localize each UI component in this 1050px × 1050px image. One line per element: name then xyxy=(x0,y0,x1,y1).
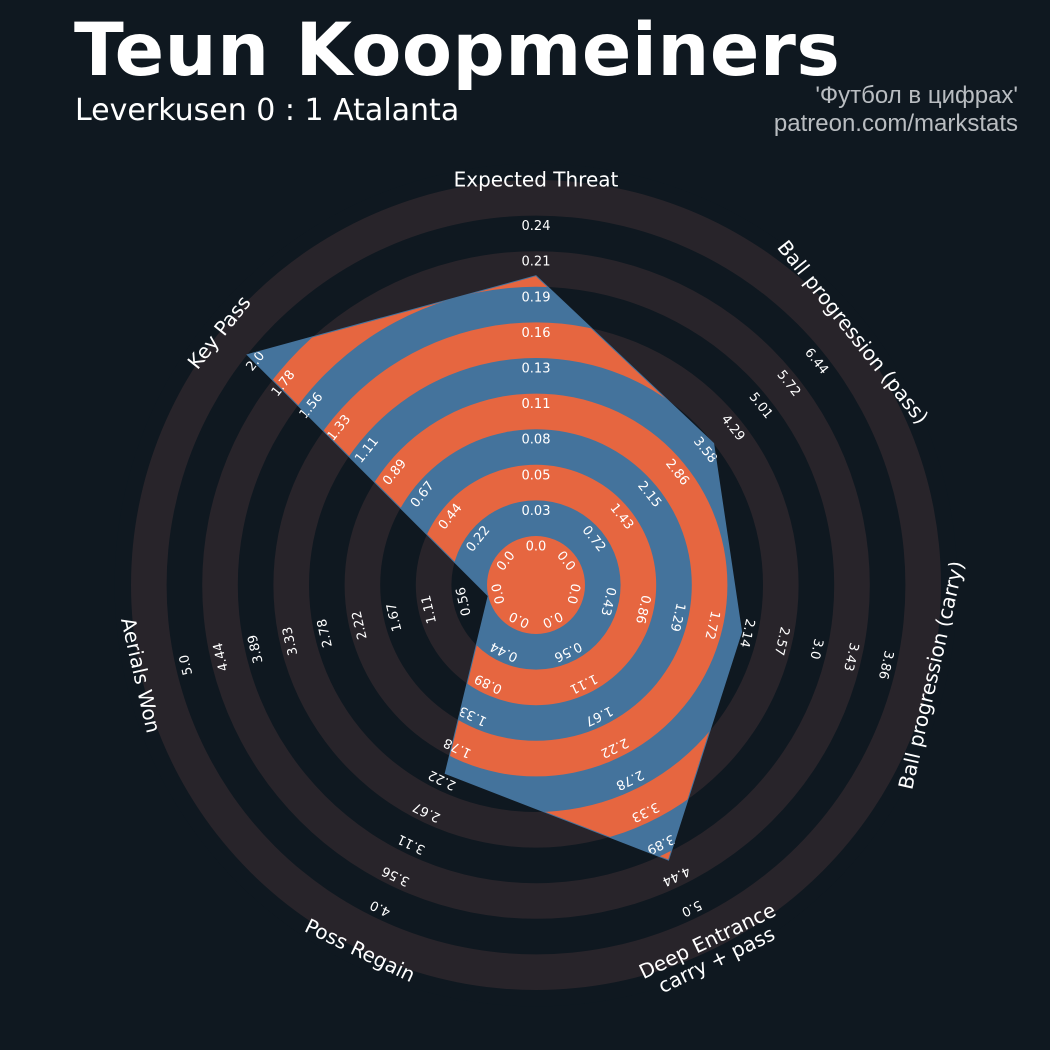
tick-label: 0.03 xyxy=(522,504,551,519)
tick-label: 3.89 xyxy=(245,633,266,665)
tick-label: 0.16 xyxy=(522,326,551,341)
tick-label: 0.0 xyxy=(526,540,547,555)
tick-label: 0.05 xyxy=(522,468,551,483)
tick-label: 2.78 xyxy=(315,617,336,649)
tick-label: 0.11 xyxy=(522,397,551,412)
tick-label: 0.0 xyxy=(489,582,508,606)
tick-label: 0.0 xyxy=(563,582,582,606)
tick-label: 4.44 xyxy=(211,641,232,673)
tick-label: 3.0 xyxy=(806,637,825,661)
tick-label: 0.56 xyxy=(454,586,475,618)
credit-line-1: 'Футбол в цифрах' xyxy=(815,82,1018,109)
tick-label: 1.11 xyxy=(419,593,440,625)
tick-label: 0.21 xyxy=(522,255,551,270)
credit-line-2: patreon.com/markstats xyxy=(773,110,1018,137)
tick-label: 1.29 xyxy=(667,601,688,633)
tick-label: 0.19 xyxy=(522,290,551,305)
tick-label: 0.24 xyxy=(522,219,551,234)
polygon-outline xyxy=(246,275,743,861)
axis-label: Expected Threat xyxy=(454,168,619,192)
tick-label: 3.43 xyxy=(840,641,861,673)
tick-label: 2.57 xyxy=(771,625,792,657)
player-name: Teun Koopmeiners xyxy=(74,8,841,93)
tick-label: 1.67 xyxy=(384,601,405,633)
tick-label: 0.13 xyxy=(522,362,551,377)
polygon-band xyxy=(487,536,585,634)
tick-label: 5.0 xyxy=(177,653,196,677)
match-subtitle: Leverkusen 0 : 1 Atalanta xyxy=(75,93,460,128)
tick-label: 0.86 xyxy=(632,593,653,625)
tick-label: 3.86 xyxy=(875,649,896,681)
tick-label: 0.43 xyxy=(597,586,618,618)
tick-label: 0.08 xyxy=(522,433,551,448)
tick-label: 2.22 xyxy=(350,609,371,641)
tick-label: 1.72 xyxy=(701,609,722,641)
tick-label: 2.14 xyxy=(736,617,757,649)
tick-label: 3.33 xyxy=(280,625,301,657)
